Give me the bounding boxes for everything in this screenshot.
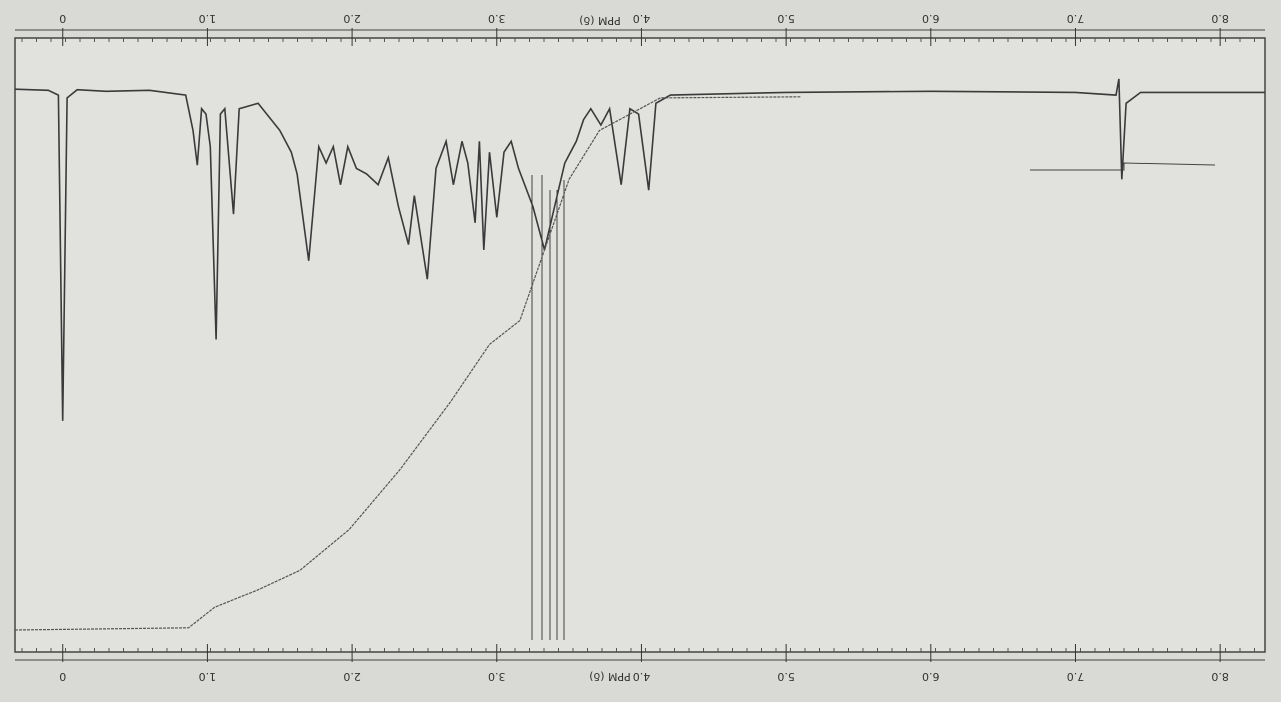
- x-tick-label-bottom: 0: [59, 670, 66, 683]
- x-tick-label-bottom: 7.0: [1067, 670, 1085, 683]
- x-tick-label: 1.0: [199, 12, 217, 25]
- x-tick-label: 0: [59, 12, 66, 25]
- x-tick-label: 4.0: [633, 12, 651, 25]
- integration-markers: [531, 162, 1216, 640]
- x-tick-label-bottom: 4.0: [633, 670, 651, 683]
- x-tick-label-bottom: 8.0: [1211, 670, 1229, 683]
- x-tick-label-bottom: 2.0: [343, 670, 361, 683]
- plot-frame: [14, 37, 1266, 653]
- x-tick-label-bottom: 3.0: [488, 670, 506, 683]
- x-tick-label-bottom: 1.0: [199, 670, 217, 683]
- x-tick-label: 7.0: [1067, 12, 1085, 25]
- x-axis-title-bottom: PPM (δ): [589, 670, 631, 683]
- x-tick-label-bottom: 6.0: [922, 670, 940, 683]
- x-tick-label: 6.0: [922, 12, 940, 25]
- x-tick-label: 3.0: [488, 12, 506, 25]
- x-tick-label: 2.0: [343, 12, 361, 25]
- x-tick-label: 5.0: [777, 12, 795, 25]
- spectrum-line: [14, 78, 1265, 421]
- x-tick-label-bottom: 5.0: [777, 670, 795, 683]
- x-axis-title-top: PPM (δ): [579, 14, 621, 27]
- step-trace: [1030, 162, 1216, 171]
- x-tick-label: 8.0: [1211, 12, 1229, 25]
- integral-line: [14, 96, 801, 631]
